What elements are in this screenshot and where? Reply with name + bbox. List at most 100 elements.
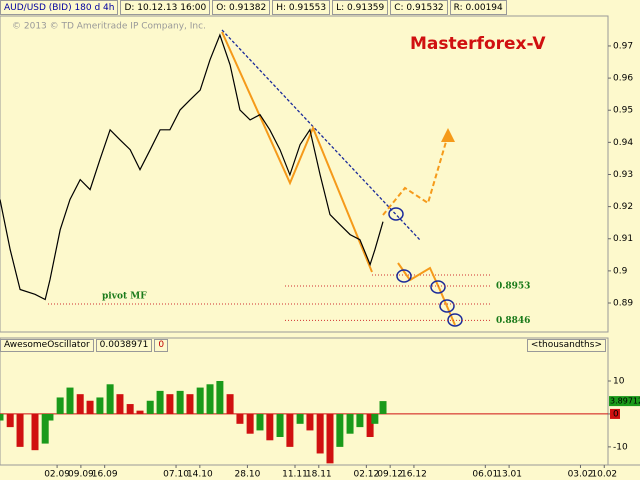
chart-title: Masterforex-V xyxy=(410,34,546,54)
oscillator-bar xyxy=(266,413,274,441)
oscillator-bar xyxy=(146,400,154,414)
oscillator-bar xyxy=(356,413,364,428)
oscillator-bar xyxy=(366,413,374,437)
oscillator-bar xyxy=(76,394,84,414)
oscillator-header: AwesomeOscillator 0.0038971 0 xyxy=(0,339,169,352)
oscillator-bar xyxy=(226,394,234,414)
x-tick-label: 16.09 xyxy=(92,470,118,480)
oscillator-bar xyxy=(96,397,104,414)
x-tick-label: 02.12 xyxy=(353,470,379,480)
x-tick-label: 11.11 xyxy=(282,470,308,480)
oscillator-bar xyxy=(41,413,49,444)
y-tick-label: 0.94 xyxy=(613,138,633,148)
oscillator-bar xyxy=(176,390,184,414)
oscillator-bar xyxy=(126,404,134,414)
arrow-head xyxy=(441,128,455,142)
oscillator-bar xyxy=(206,384,214,414)
oscillator-bar xyxy=(286,413,294,447)
projection-up xyxy=(382,134,449,216)
x-tick-label: 02.09 xyxy=(44,470,70,480)
oscillator-bar xyxy=(371,413,379,424)
x-tick-label: 14.10 xyxy=(187,470,213,480)
y-tick-label: 0.93 xyxy=(613,170,633,180)
oscillator-bar xyxy=(296,413,304,424)
oscillator-bar xyxy=(326,413,334,464)
oscillator-bar xyxy=(0,413,4,421)
oscillator-bar xyxy=(306,413,314,431)
oscillator-bar xyxy=(236,413,244,424)
header-field: AUD/USD (BID) 180 d 4h xyxy=(0,0,119,15)
unit-label: <thousandths> xyxy=(526,339,606,352)
circle xyxy=(430,280,446,294)
header-field: H: 0.91553 xyxy=(272,0,331,15)
header-field: 0 xyxy=(154,339,169,352)
y-tick-label: 0.95 xyxy=(613,106,633,116)
oscillator-bar xyxy=(256,413,264,431)
oscillator-bar xyxy=(196,387,204,414)
header-field: AwesomeOscillator xyxy=(0,339,94,352)
x-tick-label: 09.09 xyxy=(68,470,94,480)
pivot-label: pivot MF xyxy=(102,291,147,301)
oscillator-bar xyxy=(116,394,124,414)
y-tick-label: 0.9 xyxy=(613,266,628,276)
circle xyxy=(396,269,412,283)
header-field: L: 0.91359 xyxy=(332,0,389,15)
oscillator-bar xyxy=(276,413,284,437)
x-tick-label: 07.10 xyxy=(163,470,189,480)
value-label: 3.89712 xyxy=(610,397,640,406)
oscillator-bar xyxy=(16,413,24,447)
oscillator-bar xyxy=(166,394,174,414)
y-tick-label: -10 xyxy=(613,442,628,452)
oscillator-bar xyxy=(379,401,387,414)
oscillator-bar xyxy=(316,413,324,454)
x-tick-label: 10.02 xyxy=(591,470,617,480)
oscillator-bar xyxy=(46,413,54,421)
projection-down xyxy=(397,262,456,326)
value-box xyxy=(609,396,640,407)
oscillator-bar xyxy=(336,413,344,447)
level-label: 0.8846 xyxy=(496,316,530,326)
x-tick-label: 18.11 xyxy=(306,470,332,480)
y-tick-label: 10 xyxy=(613,376,625,386)
circle xyxy=(388,207,404,221)
y-tick-label: 0.89 xyxy=(613,299,633,309)
oscillator-bar xyxy=(66,387,74,414)
oscillator-bar xyxy=(31,413,39,451)
zero-box xyxy=(610,408,620,419)
oscillator-bar xyxy=(346,413,354,434)
y-tick-label: 0.97 xyxy=(613,41,633,51)
y-tick-label: 0 xyxy=(613,409,619,419)
header-field: R: 0.00194 xyxy=(449,0,507,15)
x-tick-label: 09.12 xyxy=(377,470,403,480)
circle xyxy=(439,299,455,313)
price-line xyxy=(0,33,384,301)
wave-zigzag xyxy=(221,31,373,273)
y-tick-label: 0.91 xyxy=(613,234,633,244)
oscillator-bar xyxy=(246,413,254,434)
x-tick-label: 16.12 xyxy=(401,470,427,480)
level-label: 0.8953 xyxy=(496,281,530,291)
oscillator-bar xyxy=(216,380,224,414)
oscillator-bar xyxy=(136,410,144,414)
oscillator-bar xyxy=(56,397,64,414)
y-tick-label: 0.96 xyxy=(613,74,633,84)
x-tick-label: 28.10 xyxy=(235,470,261,480)
price-header: AUD/USD (BID) 180 d 4h D: 10.12.13 16:00 O… xyxy=(0,0,507,15)
y-tick-label: 0.92 xyxy=(613,202,633,212)
oscillator-bar xyxy=(86,400,94,414)
x-tick-label: 03.02 xyxy=(568,470,594,480)
oscillator-bar xyxy=(186,394,194,414)
trend-line xyxy=(221,29,421,241)
header-field: 0.0038971 xyxy=(95,339,153,352)
header-field: O: 0.91382 xyxy=(212,0,271,15)
oscillator-bar xyxy=(6,413,14,428)
x-tick-label: 06.01 xyxy=(472,470,498,480)
oscillator-bar xyxy=(106,384,114,414)
header-field: C: 0.91532 xyxy=(390,0,448,15)
oscillator-bar xyxy=(156,390,164,414)
header-field: D: 10.12.13 16:00 xyxy=(120,0,211,15)
x-tick-label: 13.01 xyxy=(496,470,522,480)
copyright: © 2013 © TD Ameritrade IP Company, Inc. xyxy=(12,22,206,32)
